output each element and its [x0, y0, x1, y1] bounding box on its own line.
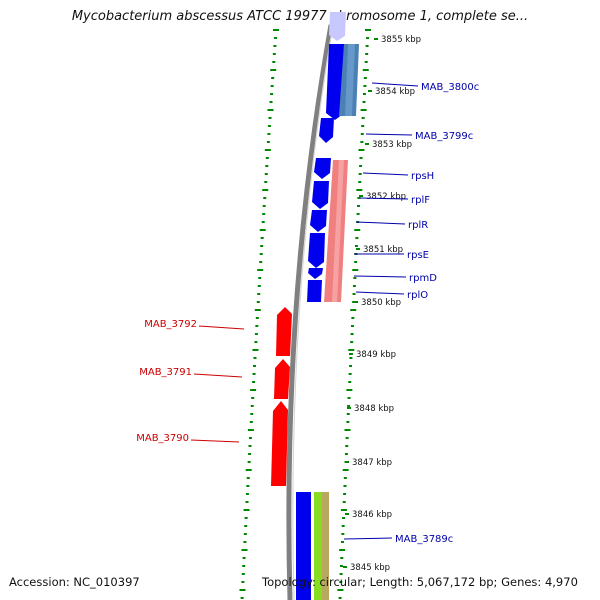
scale-label: 3855 kbp: [381, 35, 421, 45]
scale-label: 3848 kbp: [354, 404, 394, 414]
gene-MAB_3791[interactable]: [274, 359, 290, 399]
gene-leader-line: [359, 197, 409, 200]
gene-label-rplO[interactable]: rplO: [407, 290, 428, 301]
gene-leader-line: [193, 373, 243, 378]
gene-partial-top[interactable]: [329, 12, 346, 41]
gene-rplR[interactable]: [310, 210, 327, 232]
gene-MAB_3792[interactable]: [276, 307, 292, 356]
cog-band-green: [314, 492, 322, 600]
scale-label: 3845 kbp: [350, 563, 390, 573]
scale-label: 3851 kbp: [363, 245, 403, 255]
scale-label: 3852 kbp: [366, 192, 406, 202]
scale-label: 3854 kbp: [375, 87, 415, 97]
scale-label: 3847 kbp: [352, 458, 392, 468]
gene-leader-line: [355, 221, 406, 225]
inner-tick-track: [337, 29, 371, 599]
outer-tick-track: [239, 29, 279, 599]
gene-label-rpsH[interactable]: rpsH: [411, 171, 434, 182]
gene-label-rplF[interactable]: rplF: [411, 195, 430, 206]
gene-MAB_3799c[interactable]: [319, 118, 334, 143]
gene-labels: MAB_3800c MAB_3799c rpsH rplF rplR rpsE rpmD rp…: [136, 82, 479, 545]
chromosome-backbone: [286, 24, 334, 600]
cog-band-olive: [322, 492, 329, 600]
cog-band-ribosomal-highlight: [332, 160, 344, 302]
gene-leader-line: [190, 439, 240, 443]
gene-MAB_3790[interactable]: [271, 401, 288, 486]
gene-label-MAB_3800c[interactable]: MAB_3800c: [421, 82, 479, 93]
accession-text: Accession: NC_010397: [9, 575, 140, 589]
gene-leader-line: [362, 172, 409, 176]
gene-leader-line: [198, 325, 245, 330]
gene-label-rplR[interactable]: rplR: [408, 220, 428, 231]
scale-labels: 3855 kbp 3854 kbp 3853 kbp 3852 kbp 3851 kbp…: [343, 35, 421, 573]
gene-label-leaders: [190, 82, 419, 540]
gene-leader-line: [365, 133, 413, 136]
gene-label-rpsE[interactable]: rpsE: [407, 250, 429, 261]
gene-label-MAB_3789c[interactable]: MAB_3789c: [395, 534, 453, 545]
scale-label: 3846 kbp: [352, 510, 392, 520]
gene-rpsE[interactable]: [308, 233, 325, 268]
backbone-highlight: [292, 24, 334, 600]
gene-leader-line: [343, 537, 393, 540]
cog-band-highlight: [345, 44, 355, 116]
gene-leader-line: [355, 291, 405, 295]
gene-rpsH[interactable]: [314, 158, 331, 179]
scale-label: 3853 kbp: [372, 140, 412, 150]
gene-MAB_3800c[interactable]: [326, 44, 344, 120]
scale-label: 3850 kbp: [361, 298, 401, 308]
gene-label-MAB_3792[interactable]: MAB_3792: [144, 319, 197, 330]
gene-rplO[interactable]: [307, 280, 322, 302]
scale-label: 3849 kbp: [356, 350, 396, 360]
gene-label-MAB_3791[interactable]: MAB_3791: [139, 367, 192, 378]
gene-label-rpmD[interactable]: rpmD: [409, 273, 437, 284]
gene-rplF[interactable]: [312, 181, 329, 209]
gene-label-MAB_3790[interactable]: MAB_3790: [136, 433, 189, 444]
map-title: Mycobacterium abscessus ATCC 19977 chrom…: [71, 9, 529, 24]
topology-text: Topology: circular; Length: 5,067,172 bp…: [262, 575, 578, 589]
gene-leader-line: [353, 275, 407, 278]
gene-MAB_3789c[interactable]: [296, 492, 311, 600]
gene-label-MAB_3799c[interactable]: MAB_3799c: [415, 131, 473, 142]
gene-leader-line: [371, 82, 419, 87]
gene-rpmD[interactable]: [308, 268, 323, 279]
